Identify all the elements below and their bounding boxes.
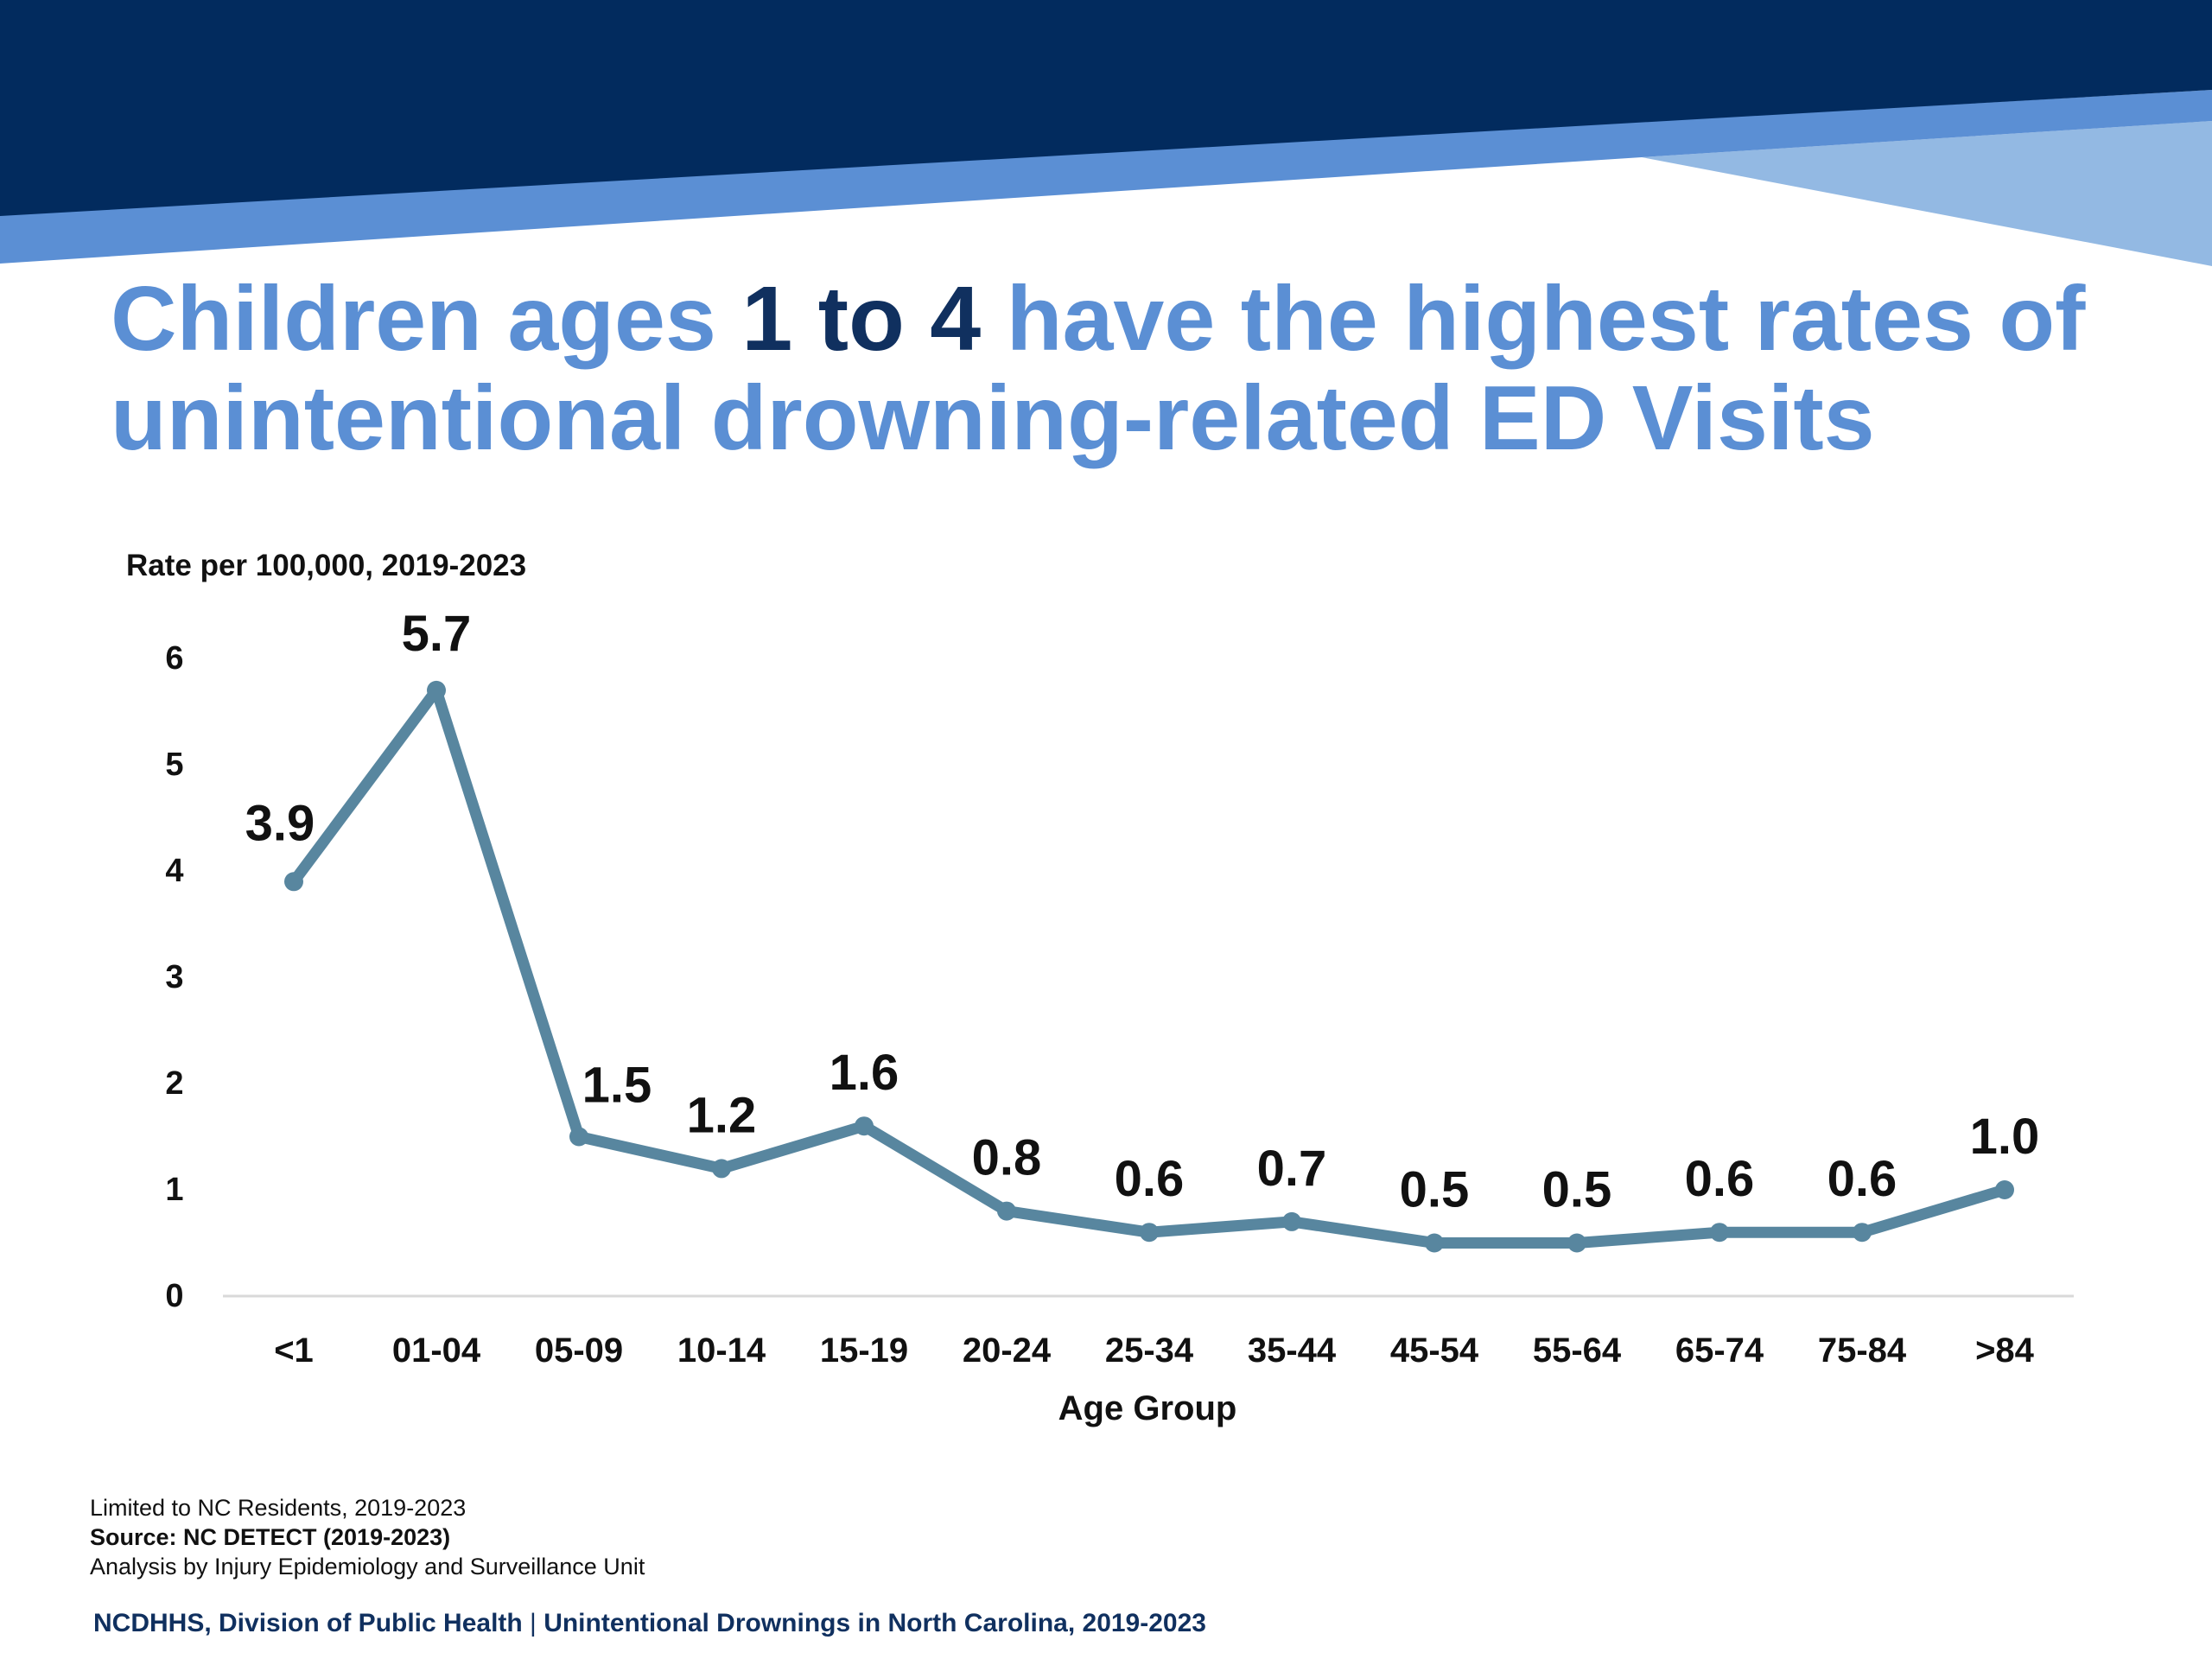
x-tick-label: 25-34 [1105,1332,1194,1370]
banner-dark-band [0,0,2212,216]
data-label: 0.6 [1827,1151,1897,1207]
data-label: 3.9 [245,795,315,851]
data-point [1140,1223,1159,1243]
note-scope: Limited to NC Residents, 2019-2023 [90,1495,467,1521]
y-axis-label: Rate per 100,000, 2019-2023 [126,549,526,582]
data-label: 0.6 [1685,1151,1755,1207]
data-markers [284,680,2014,1253]
data-label: 0.5 [1400,1162,1470,1218]
y-tick-label: 6 [165,640,183,677]
data-label: 0.5 [1542,1162,1612,1218]
data-label: 1.5 [582,1058,652,1114]
x-tick-label: >84 [1975,1332,2035,1370]
y-tick-label: 2 [165,1065,183,1102]
y-tick-label: 4 [165,853,183,889]
y-tick-label: 5 [165,747,183,783]
x-tick-label: 75-84 [1818,1332,1907,1370]
x-tick-label: 35-44 [1248,1332,1337,1370]
data-point [855,1116,874,1136]
x-axis-label: Age Group [1058,1389,1237,1427]
data-point [1853,1223,1872,1243]
banner-mid-band [0,90,2212,264]
chart-notes: Limited to NC Residents, 2019-2023 Sourc… [90,1493,645,1581]
data-point [1567,1233,1586,1253]
data-point [1995,1180,2014,1199]
data-point [712,1159,731,1179]
footer-org: NCDHHS, Division of Public Health [93,1609,523,1637]
x-tick-label: 01-04 [392,1332,481,1370]
data-label: 5.7 [402,606,472,662]
x-tick-label: 45-54 [1390,1332,1479,1370]
y-tick-labels: 0 1 2 3 4 5 6 [165,640,183,1314]
title-highlight: 1 to 4 [741,268,982,370]
y-tick-label: 0 [165,1278,183,1314]
y-tick-label: 3 [165,959,183,995]
data-labels: 3.9 5.7 1.5 1.2 1.6 0.8 0.6 0.7 0.5 0.5 0.6 0.6 1.0 [245,606,2040,1218]
x-tick-label: 10-14 [677,1332,766,1370]
x-tick-label: 15-19 [820,1332,908,1370]
x-tick-label: 65-74 [1675,1332,1764,1370]
line-chart: Rate per 100,000, 2019-2023 0 1 2 3 4 5 6 <1 01… [126,549,2074,1427]
y-tick-label: 1 [165,1172,183,1208]
note-analysis: Analysis by Injury Epidemiology and Surv… [90,1554,645,1580]
footer-report-title: Unintentional Drownings in North Carolin… [543,1609,1206,1637]
data-label: 0.8 [972,1130,1042,1186]
x-tick-label: 20-24 [963,1332,1052,1370]
data-label: 0.7 [1257,1141,1327,1197]
data-point [284,872,303,892]
data-point [1425,1233,1444,1253]
x-tick-label: 55-64 [1533,1332,1622,1370]
data-point [1282,1211,1301,1231]
data-point [1710,1223,1729,1243]
header-banner [0,0,2212,266]
x-tick-label: <1 [274,1332,314,1370]
banner-light-shape [1642,121,2212,266]
data-point [427,680,446,700]
footer-separator: | [522,1609,544,1637]
title-part-1: Children ages [111,268,742,370]
data-point [997,1201,1016,1221]
x-tick-label: 05-09 [535,1332,623,1370]
title-part-2: have the highest rates of unintentional … [111,268,2086,469]
slide-footer: NCDHHS, Division of Public Health | Unin… [93,1609,1206,1638]
data-label: 1.2 [687,1087,757,1143]
data-label: 1.6 [830,1045,899,1101]
data-point [569,1127,588,1147]
x-tick-labels: <1 01-04 05-09 10-14 15-19 20-24 25-34 35-44 45-… [274,1332,2034,1370]
data-label: 1.0 [1970,1109,2040,1165]
data-label: 0.6 [1115,1151,1185,1207]
note-source: Source: NC DETECT (2019-2023) [90,1524,451,1550]
slide-title: Children ages 1 to 4 have the highest ra… [111,270,2167,468]
